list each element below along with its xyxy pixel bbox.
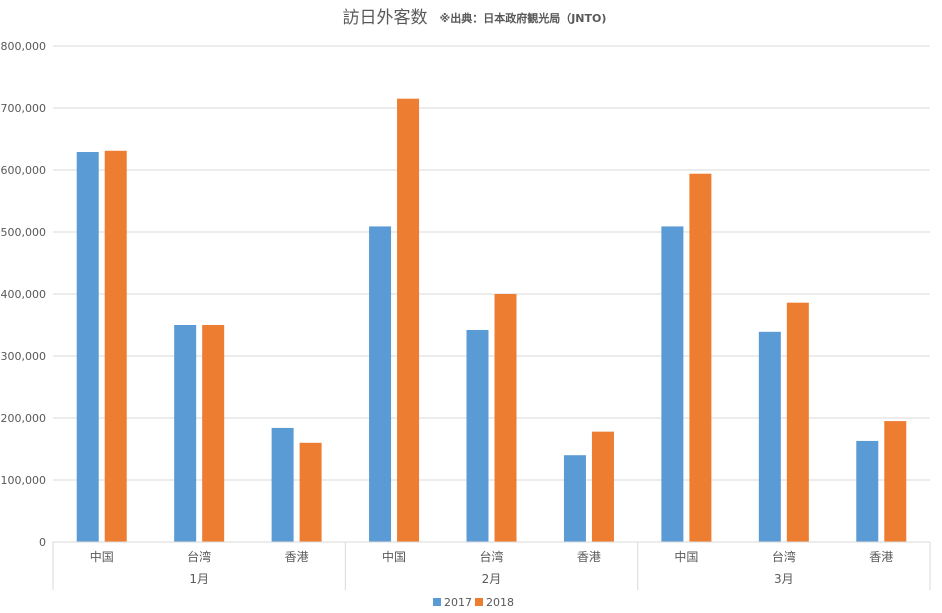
legend-label-2017: 2017 <box>444 596 472 609</box>
bar-2018-1 <box>104 150 127 542</box>
y-axis-tick-labels: 0 100,000 200,000 300,000 400,000 500,000 600,… <box>1 40 47 549</box>
bars <box>76 98 907 543</box>
x-axis-category-labels: 中国 台湾 香港 中国 台湾 香港 中国 台湾 香港 <box>90 549 894 564</box>
bar-2017-2 <box>174 325 197 542</box>
y-tick-label: 200,000 <box>1 412 47 425</box>
y-tick-label: 100,000 <box>1 474 47 487</box>
y-tick-label: 400,000 <box>1 288 47 301</box>
legend-label-2018: 2018 <box>486 596 514 609</box>
x-tick-label: 香港 <box>577 550 601 564</box>
bar-2017-4 <box>369 226 392 543</box>
bar-2018-3 <box>299 442 322 542</box>
bar-2017-5 <box>466 329 489 542</box>
bar-2017-9 <box>856 440 879 542</box>
x-group-label: 1月 <box>189 572 209 586</box>
chart-subtitle: ※出典：日本政府観光局（JNTO) <box>440 11 607 25</box>
y-tick-label: 700,000 <box>1 102 47 115</box>
x-tick-label: 香港 <box>869 550 893 564</box>
x-axis <box>52 541 931 590</box>
x-group-label: 3月 <box>774 572 794 586</box>
bar-2017-6 <box>563 455 586 542</box>
x-tick-label: 中国 <box>382 549 406 564</box>
bar-2017-7 <box>661 226 684 543</box>
y-tick-label: 500,000 <box>1 226 47 239</box>
y-tick-label: 600,000 <box>1 164 47 177</box>
x-axis-group-labels: 1月 2月 3月 <box>189 572 793 586</box>
x-tick-label: 台湾 <box>187 549 211 564</box>
x-group-label: 2月 <box>482 572 502 586</box>
chart-title: 訪日外客数 <box>343 8 428 28</box>
bar-2018-4 <box>397 98 420 542</box>
bar-2018-7 <box>689 173 712 542</box>
x-tick-label: 中国 <box>674 549 698 564</box>
x-tick-label: 台湾 <box>772 549 796 564</box>
bar-2018-9 <box>884 421 907 542</box>
bar-2018-2 <box>202 325 225 542</box>
y-tick-label: 800,000 <box>1 40 47 53</box>
bar-2017-3 <box>271 427 294 542</box>
gridlines <box>53 45 930 481</box>
bar-2018-5 <box>494 294 517 542</box>
x-tick-label: 香港 <box>285 550 309 564</box>
x-tick-label: 台湾 <box>479 549 503 564</box>
x-tick-label: 中国 <box>90 549 114 564</box>
bar-2018-6 <box>591 431 614 542</box>
legend-swatch-2017 <box>433 598 441 606</box>
bar-2018-8 <box>786 302 809 542</box>
bar-2017-8 <box>758 331 781 542</box>
chart-title-group: 訪日外客数 ※出典：日本政府観光局（JNTO) <box>343 8 607 28</box>
legend: 2017 2018 <box>433 596 514 609</box>
legend-swatch-2018 <box>475 598 483 606</box>
bar-2017-1 <box>76 152 99 542</box>
y-tick-label: 300,000 <box>1 350 47 363</box>
y-tick-label: 0 <box>39 536 46 549</box>
